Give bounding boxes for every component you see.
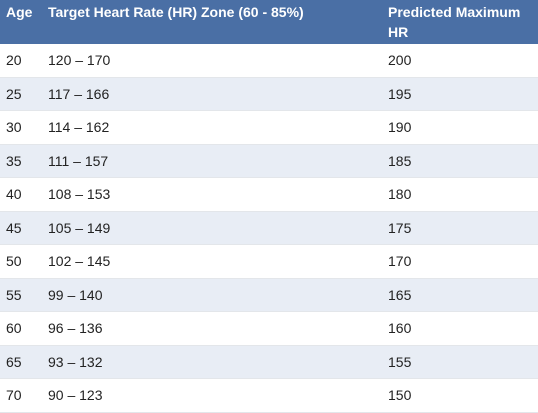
cell-age: 45 (0, 211, 42, 245)
table-row: 60 96 – 136 160 (0, 311, 538, 346)
table-row: 55 99 – 140 165 (0, 278, 538, 312)
header-row: Age Target Heart Rate (HR) Zone (60 - 85… (0, 0, 538, 44)
table-row: 50 102 – 145 170 (0, 244, 538, 279)
cell-age: 40 (0, 177, 42, 212)
cell-target-zone: 90 – 123 (42, 378, 382, 413)
header-predicted-max: Predicted Maximum HR (382, 0, 538, 44)
cell-target-zone: 102 – 145 (42, 244, 382, 279)
cell-age: 35 (0, 144, 42, 178)
cell-age: 50 (0, 244, 42, 279)
cell-age: 60 (0, 311, 42, 346)
cell-target-zone: 108 – 153 (42, 177, 382, 212)
cell-age: 65 (0, 345, 42, 379)
cell-predicted-max: 170 (382, 244, 538, 279)
cell-target-zone: 99 – 140 (42, 278, 382, 312)
table-body: 20 120 – 170 200 25 117 – 166 195 30 114… (0, 44, 538, 413)
cell-predicted-max: 175 (382, 211, 538, 245)
cell-age: 70 (0, 378, 42, 413)
table-row: 65 93 – 132 155 (0, 345, 538, 379)
table-row: 35 111 – 157 185 (0, 144, 538, 178)
cell-target-zone: 117 – 166 (42, 77, 382, 111)
cell-predicted-max: 150 (382, 378, 538, 413)
table-row: 30 114 – 162 190 (0, 110, 538, 145)
cell-predicted-max: 190 (382, 110, 538, 145)
table-row: 25 117 – 166 195 (0, 77, 538, 111)
cell-predicted-max: 180 (382, 177, 538, 212)
cell-age: 25 (0, 77, 42, 111)
cell-predicted-max: 165 (382, 278, 538, 312)
table-header: Age Target Heart Rate (HR) Zone (60 - 85… (0, 0, 538, 44)
cell-predicted-max: 160 (382, 311, 538, 346)
cell-predicted-max: 200 (382, 44, 538, 78)
cell-age: 20 (0, 44, 42, 78)
cell-predicted-max: 195 (382, 77, 538, 111)
cell-target-zone: 105 – 149 (42, 211, 382, 245)
cell-target-zone: 96 – 136 (42, 311, 382, 346)
cell-age: 30 (0, 110, 42, 145)
cell-target-zone: 93 – 132 (42, 345, 382, 379)
table-row: 70 90 – 123 150 (0, 378, 538, 413)
table-row: 20 120 – 170 200 (0, 44, 538, 78)
cell-predicted-max: 185 (382, 144, 538, 178)
header-age: Age (0, 0, 42, 44)
header-target-zone: Target Heart Rate (HR) Zone (60 - 85%) (42, 0, 382, 44)
cell-target-zone: 120 – 170 (42, 44, 382, 78)
table-row: 40 108 – 153 180 (0, 177, 538, 212)
cell-predicted-max: 155 (382, 345, 538, 379)
cell-target-zone: 111 – 157 (42, 144, 382, 178)
cell-age: 55 (0, 278, 42, 312)
cell-target-zone: 114 – 162 (42, 110, 382, 145)
table-row: 45 105 – 149 175 (0, 211, 538, 245)
